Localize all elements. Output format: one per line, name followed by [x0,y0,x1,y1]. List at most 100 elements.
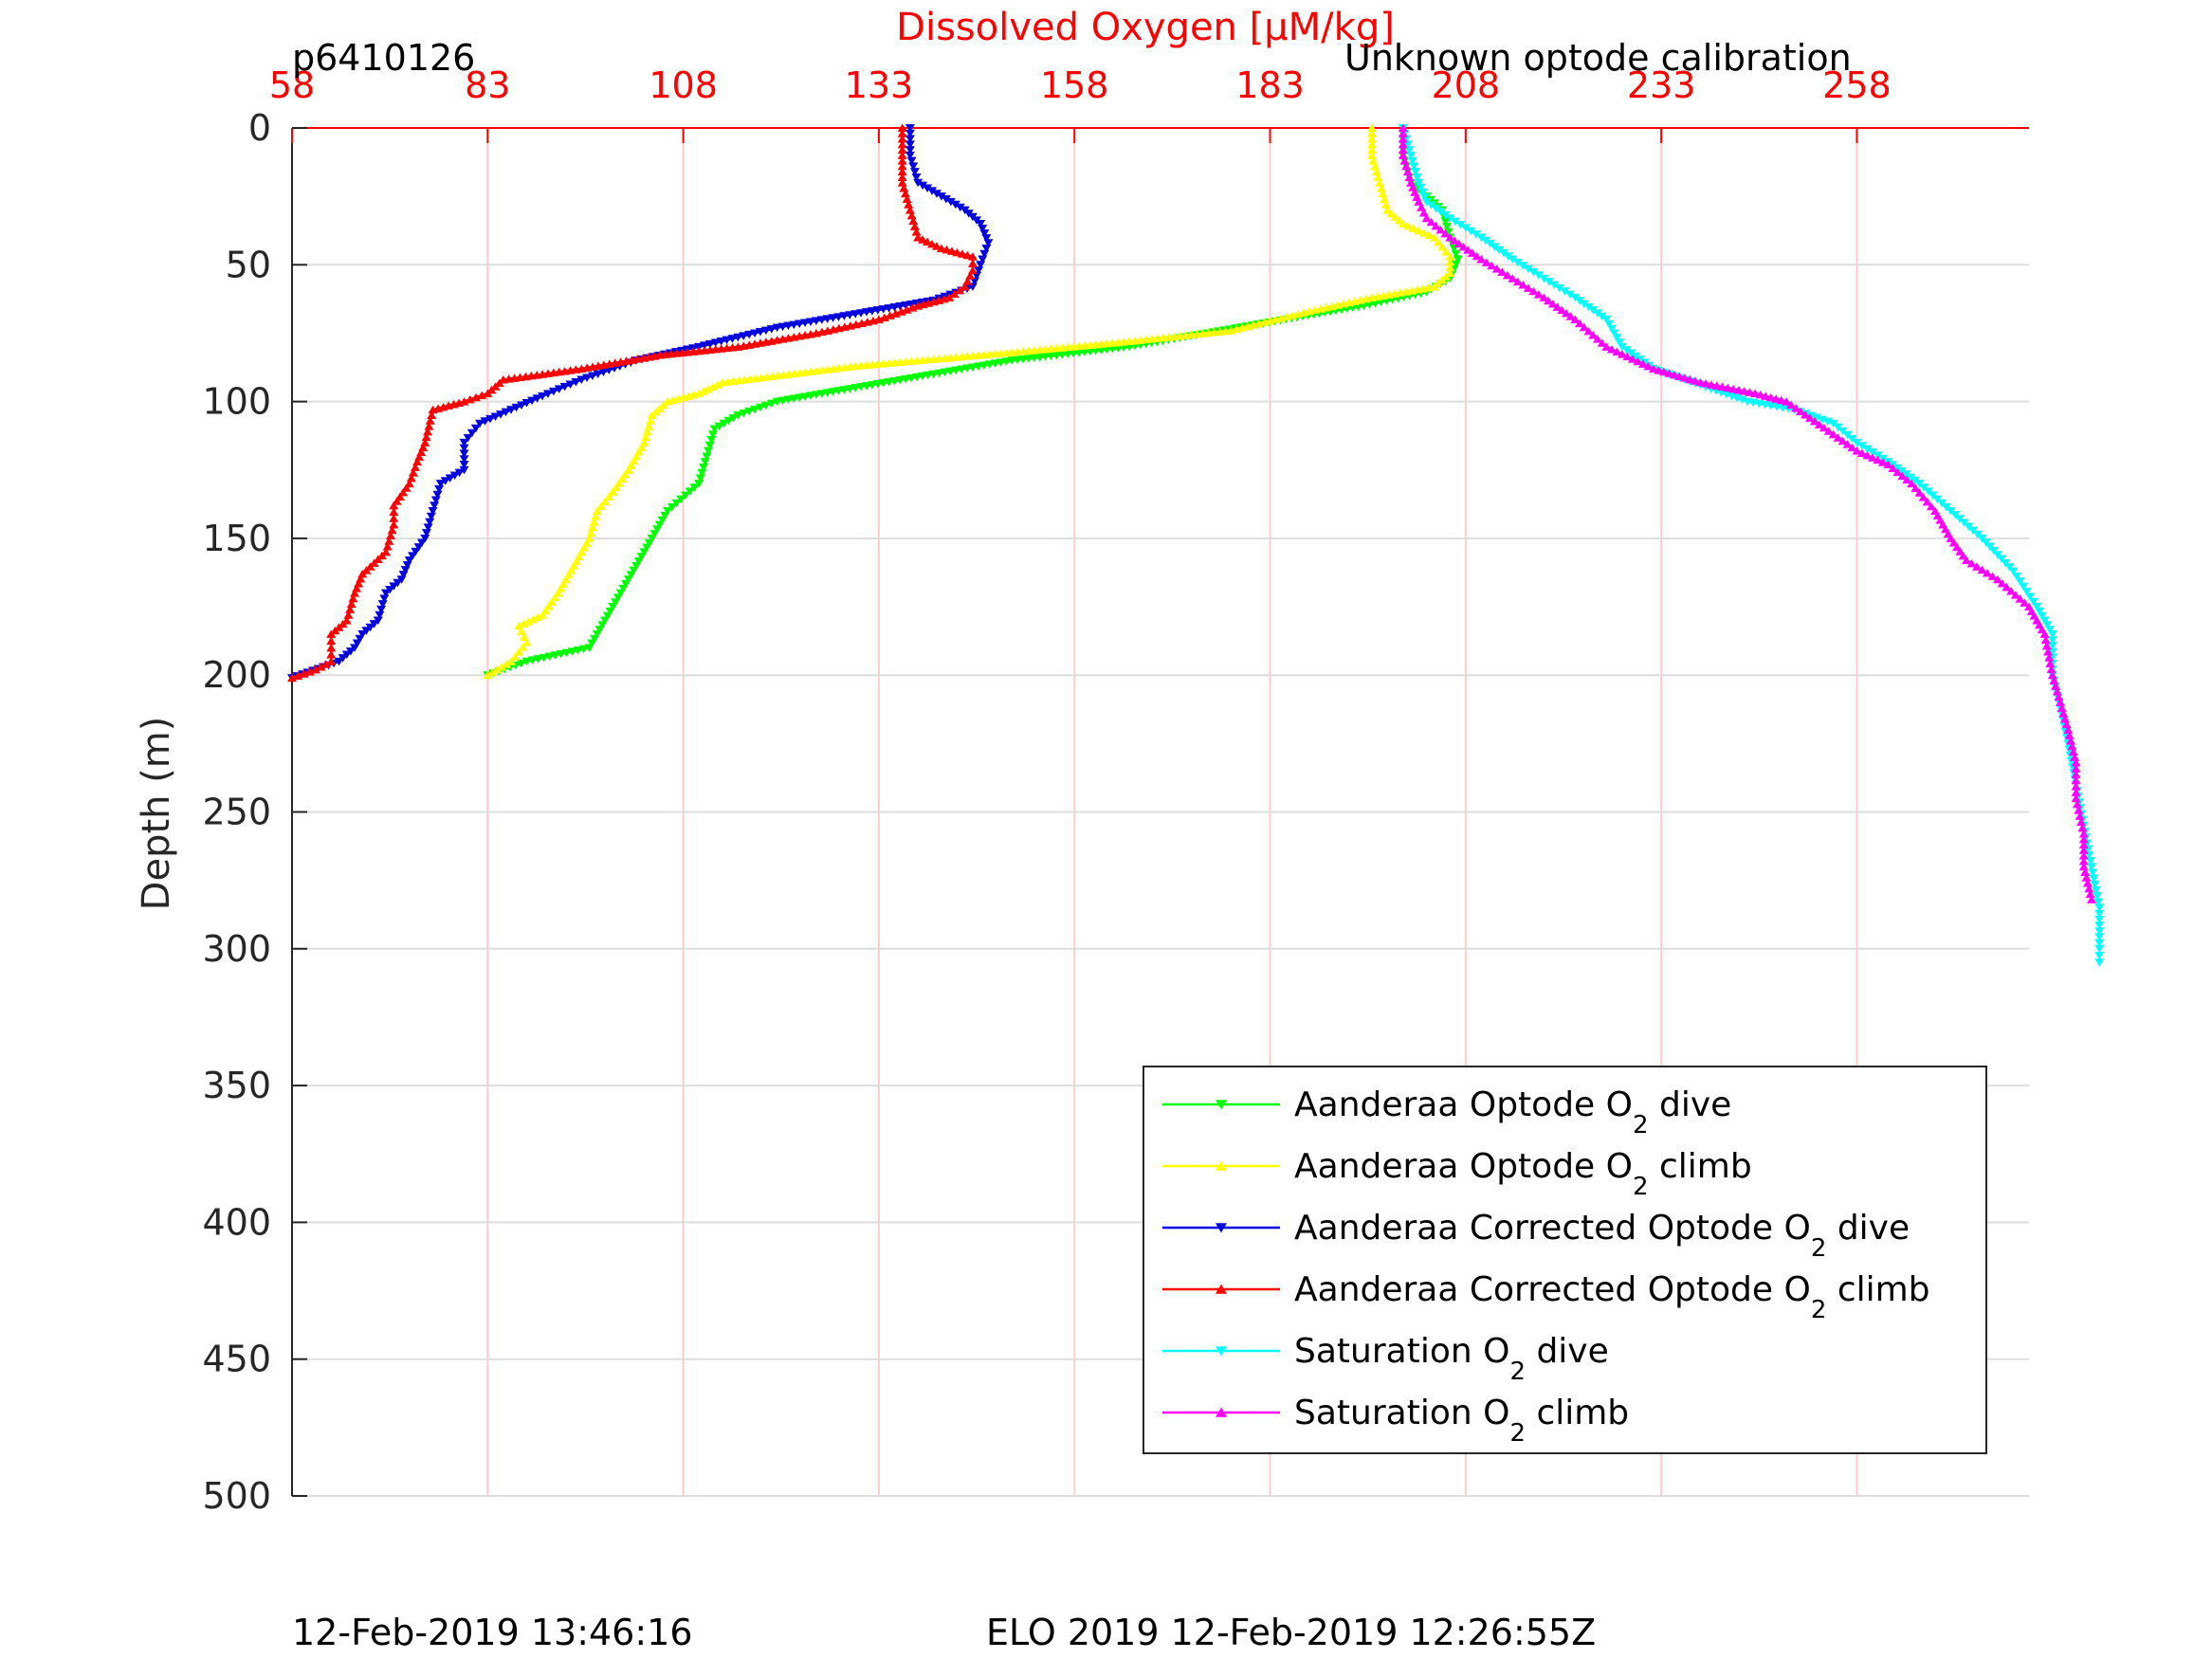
data-point [1961,556,1971,564]
data-point [540,606,551,615]
data-point [699,463,709,472]
data-point [1943,529,1953,538]
data-point [511,403,521,412]
data-point [459,460,469,469]
data-point [440,477,450,485]
data-point [1626,349,1636,357]
data-point [559,382,570,392]
legend-label-subscript: 2 [1509,1358,1526,1386]
data-point [1366,129,1377,137]
data-point [714,422,724,431]
data-point [1946,534,1956,542]
data-point [1547,300,1558,308]
data-point [923,184,933,192]
data-point [2090,880,2100,889]
data-point [463,433,473,443]
data-point [897,156,907,165]
data-point [1508,255,1518,264]
legend-entry: Aanderaa Corrected Optode O2 climb [1162,1270,1930,1324]
data-point [645,416,655,425]
data-point [1877,458,1888,466]
data-point [2094,921,2105,930]
data-point [633,556,644,566]
data-point [1791,404,1801,412]
data-point [1637,359,1648,368]
data-point [343,611,354,619]
data-point [1837,427,1848,436]
data-point [2037,611,2047,621]
data-point [1414,226,1424,235]
data-point [423,523,433,532]
legend-label-suffix: dive [1649,1085,1732,1124]
data-point [1612,334,1622,342]
data-point [1440,210,1451,220]
data-point [2028,597,2038,607]
data-point [1856,442,1867,450]
data-point [927,239,938,248]
data-point [1450,236,1460,245]
data-point [2032,603,2042,611]
data-point [2087,895,2097,903]
data-point [636,443,647,451]
data-point [527,396,538,406]
data-point [587,639,597,648]
data-point [1786,400,1797,410]
data-point [514,647,524,656]
data-point [326,643,337,652]
data-point [355,634,365,644]
data-point [613,479,624,487]
data-point [918,181,928,191]
data-point [1852,447,1862,455]
data-point [967,265,978,275]
data-point [1847,443,1857,452]
data-point [1842,440,1853,448]
data-point [1402,167,1413,176]
data-point [2078,840,2089,849]
data-point [411,547,421,556]
x-tick-label: 58 [269,64,315,106]
data-point [1403,221,1414,230]
data-point [556,584,566,592]
chart-title: Dissolved Oxygen [μM/kg] [896,6,1395,49]
y-axis-label: Depth (m) [135,717,178,911]
data-point [1370,161,1380,171]
data-point [1914,488,1925,497]
data-point [979,249,990,259]
legend-label-text: Aanderaa Optode O [1294,1147,1633,1186]
data-point [445,474,455,483]
data-point [974,266,984,275]
data-point [477,391,487,400]
data-point [542,390,553,398]
data-point [1948,538,1959,547]
data-point [1809,416,1819,426]
data-point [1575,297,1585,305]
data-point [639,548,649,556]
data-point [404,479,414,488]
data-point [955,285,965,295]
legend-swatch-marker [1216,1407,1227,1417]
data-point [2008,567,2019,576]
data-point [1366,145,1377,155]
data-point [2093,898,2104,906]
series-line [291,128,975,680]
data-point [398,571,409,579]
data-point [389,501,399,510]
data-point [2089,874,2099,884]
data-point [600,497,611,505]
data-point [326,657,337,665]
data-point [1601,316,1612,324]
data-point [631,451,642,461]
data-point [1862,445,1873,454]
data-point [389,514,399,522]
data-point [2078,834,2089,844]
data-point [602,611,612,621]
data-point [2085,889,2095,899]
data-point [657,516,667,525]
data-point [418,443,429,451]
data-point [1977,565,1987,574]
data-point [1518,280,1528,289]
data-point [1411,168,1421,176]
data-point [626,461,636,469]
data-point [936,192,946,201]
